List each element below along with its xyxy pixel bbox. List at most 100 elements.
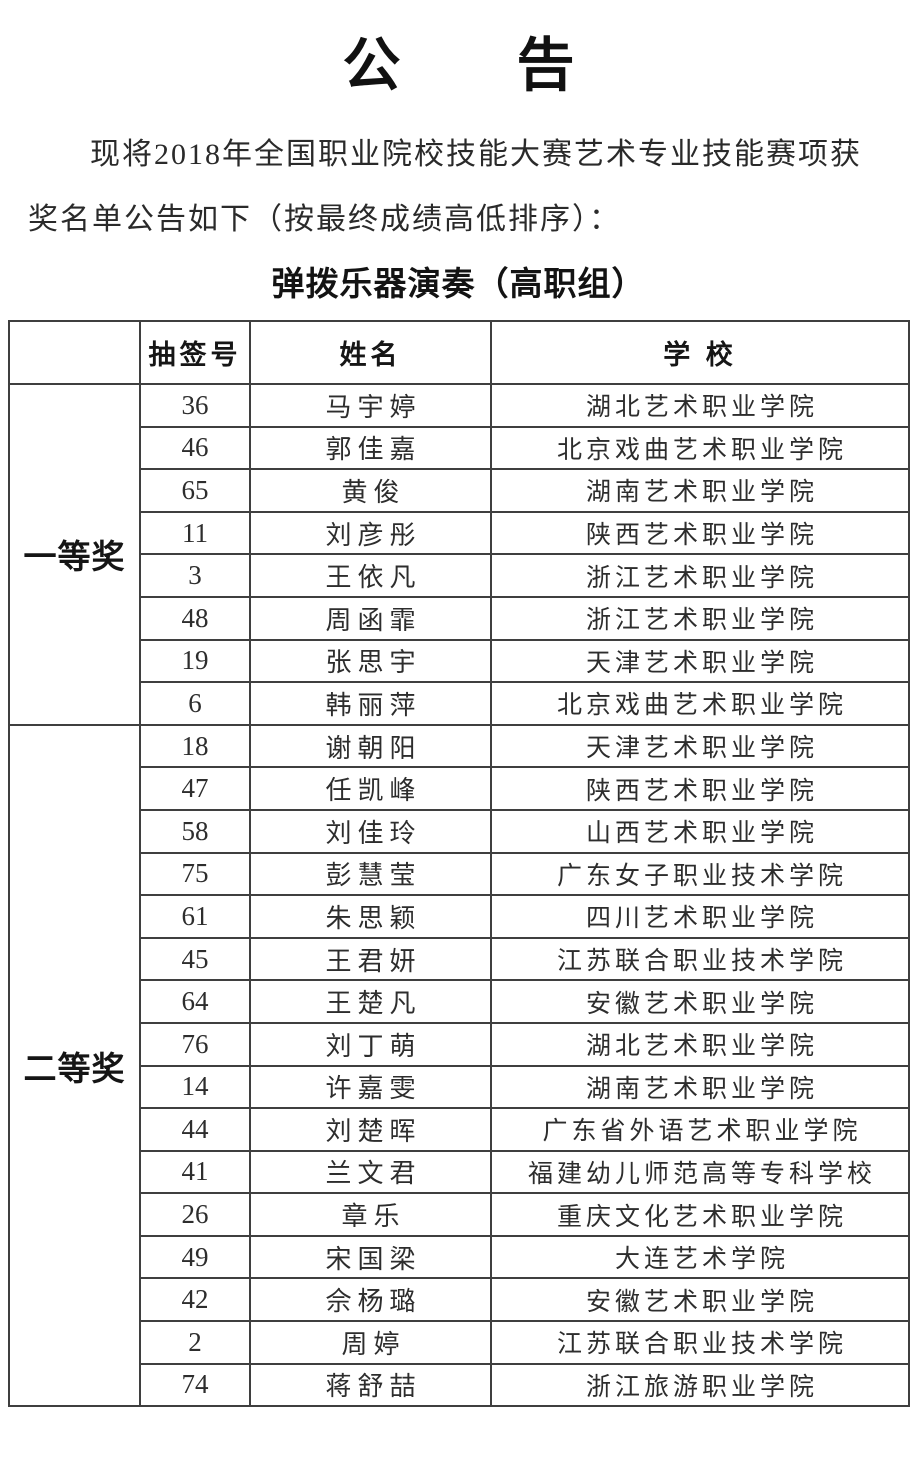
table-row: 46 郭佳嘉 北京戏曲艺术职业学院 bbox=[9, 425, 910, 471]
name-cell: 韩丽萍 bbox=[249, 681, 492, 726]
draw-number-cell: 11 bbox=[139, 510, 251, 556]
header-draw-number: 抽签号 bbox=[139, 320, 251, 385]
school-cell: 福建幼儿师范高等专科学校 bbox=[490, 1149, 910, 1195]
table-row: 42 佘杨璐 安徽艺术职业学院 bbox=[9, 1277, 910, 1323]
school-cell: 广东省外语艺术职业学院 bbox=[490, 1107, 910, 1152]
school-cell: 江苏联合职业技术学院 bbox=[490, 936, 910, 982]
name-cell: 宋国梁 bbox=[249, 1234, 492, 1280]
school-cell: 湖北艺术职业学院 bbox=[490, 383, 910, 428]
name-cell: 刘佳玲 bbox=[249, 808, 492, 854]
table-row: 11 刘彦彤 陕西艺术职业学院 bbox=[9, 510, 910, 556]
name-cell: 刘彦彤 bbox=[249, 510, 492, 556]
table-row: 6 韩丽萍 北京戏曲艺术职业学院 bbox=[9, 681, 910, 726]
draw-number-cell: 75 bbox=[139, 851, 251, 897]
school-cell: 北京戏曲艺术职业学院 bbox=[490, 425, 910, 471]
table-row: 47 任凯峰 陕西艺术职业学院 bbox=[9, 766, 910, 811]
draw-number-cell: 74 bbox=[139, 1362, 251, 1408]
table-body: 一等奖 36 马宇婷 湖北艺术职业学院 46 郭佳嘉 北京戏曲艺术职业学院 65 黄俊 湖南艺术职… bbox=[8, 383, 910, 1408]
awards-table: 抽签号 姓名 学 校 一等奖 36 马宇婷 湖北艺术职业学院 46 郭佳嘉 北京戏曲艺术职业… bbox=[8, 320, 910, 1408]
school-cell: 浙江艺术职业学院 bbox=[490, 553, 910, 598]
name-cell: 兰文君 bbox=[249, 1149, 492, 1195]
school-cell: 浙江艺术职业学院 bbox=[490, 595, 910, 641]
table-row: 44 刘楚晖 广东省外语艺术职业学院 bbox=[9, 1107, 910, 1152]
school-cell: 山西艺术职业学院 bbox=[490, 808, 910, 854]
table-row: 76 刘丁萌 湖北艺术职业学院 bbox=[9, 1021, 910, 1067]
school-cell: 陕西艺术职业学院 bbox=[490, 766, 910, 811]
table-row: 75 彭慧莹 广东女子职业技术学院 bbox=[9, 851, 910, 897]
school-cell: 广东女子职业技术学院 bbox=[490, 851, 910, 897]
draw-number-cell: 6 bbox=[139, 681, 251, 726]
draw-number-cell: 41 bbox=[139, 1149, 251, 1195]
school-cell: 天津艺术职业学院 bbox=[490, 638, 910, 684]
name-cell: 周婷 bbox=[249, 1320, 492, 1365]
table-row: 45 王君妍 江苏联合职业技术学院 bbox=[9, 936, 910, 982]
table-row: 41 兰文君 福建幼儿师范高等专科学校 bbox=[9, 1149, 910, 1195]
school-cell: 江苏联合职业技术学院 bbox=[490, 1320, 910, 1365]
name-cell: 王依凡 bbox=[249, 553, 492, 598]
draw-number-cell: 48 bbox=[139, 595, 251, 641]
name-cell: 章乐 bbox=[249, 1192, 492, 1237]
name-cell: 谢朝阳 bbox=[249, 723, 492, 769]
school-cell: 湖北艺术职业学院 bbox=[490, 1021, 910, 1067]
draw-number-cell: 58 bbox=[139, 808, 251, 854]
header-award-group bbox=[8, 320, 141, 385]
draw-number-cell: 45 bbox=[139, 936, 251, 982]
table-row: 26 章乐 重庆文化艺术职业学院 bbox=[9, 1192, 910, 1237]
section-title: 弹拨乐器演奏（高职组） bbox=[271, 265, 646, 302]
header-name: 姓名 bbox=[249, 320, 492, 385]
table-row: 65 黄俊 湖南艺术职业学院 bbox=[9, 468, 910, 513]
name-cell: 许嘉雯 bbox=[249, 1064, 492, 1110]
school-cell: 陕西艺术职业学院 bbox=[490, 510, 910, 556]
draw-number-cell: 76 bbox=[139, 1021, 251, 1067]
table-row: 49 宋国梁 大连艺术学院 bbox=[9, 1234, 910, 1280]
announcement-document: 公 告 现将2018年全国职业院校技能大赛艺术专业技能赛项获奖名单公告如下（按最… bbox=[0, 30, 917, 1408]
school-cell: 安徽艺术职业学院 bbox=[490, 979, 910, 1024]
table-row: 一等奖 36 马宇婷 湖北艺术职业学院 bbox=[8, 383, 910, 726]
school-cell: 北京戏曲艺术职业学院 bbox=[490, 681, 910, 726]
name-cell: 黄俊 bbox=[249, 468, 492, 513]
school-cell: 湖南艺术职业学院 bbox=[490, 468, 910, 513]
draw-number-cell: 44 bbox=[139, 1107, 251, 1152]
school-cell: 湖南艺术职业学院 bbox=[490, 1064, 910, 1110]
draw-number-cell: 46 bbox=[139, 425, 251, 471]
name-cell: 马宇婷 bbox=[249, 383, 492, 428]
page-title: 公 告 bbox=[342, 33, 575, 98]
award-group-label: 一等奖 bbox=[8, 383, 141, 726]
draw-number-cell: 42 bbox=[139, 1277, 251, 1323]
draw-number-cell: 26 bbox=[139, 1192, 251, 1237]
draw-number-cell: 49 bbox=[139, 1234, 251, 1280]
table-row: 61 朱思颖 四川艺术职业学院 bbox=[9, 894, 910, 939]
table-row: 2 周婷 江苏联合职业技术学院 bbox=[9, 1320, 910, 1365]
intro-paragraph: 现将2018年全国职业院校技能大赛艺术专业技能赛项获奖名单公告如下（按最终成绩高… bbox=[28, 138, 862, 236]
header-school: 学 校 bbox=[490, 320, 910, 385]
name-cell: 刘楚晖 bbox=[249, 1107, 492, 1152]
table-row: 48 周函霏 浙江艺术职业学院 bbox=[9, 595, 910, 641]
name-cell: 朱思颖 bbox=[249, 894, 492, 939]
school-cell: 天津艺术职业学院 bbox=[490, 723, 910, 769]
draw-number-cell: 47 bbox=[139, 766, 251, 811]
school-cell: 重庆文化艺术职业学院 bbox=[490, 1192, 910, 1237]
name-cell: 任凯峰 bbox=[249, 766, 492, 811]
draw-number-cell: 14 bbox=[139, 1064, 251, 1110]
school-cell: 安徽艺术职业学院 bbox=[490, 1277, 910, 1323]
award-group-label: 二等奖 bbox=[8, 723, 141, 1408]
draw-number-cell: 65 bbox=[139, 468, 251, 513]
name-cell: 佘杨璐 bbox=[249, 1277, 492, 1323]
name-cell: 刘丁萌 bbox=[249, 1021, 492, 1067]
table-row: 14 许嘉雯 湖南艺术职业学院 bbox=[9, 1064, 910, 1110]
draw-number-cell: 3 bbox=[139, 553, 251, 598]
table-row: 58 刘佳玲 山西艺术职业学院 bbox=[9, 808, 910, 854]
table-row: 64 王楚凡 安徽艺术职业学院 bbox=[9, 979, 910, 1024]
table-row: 19 张思宇 天津艺术职业学院 bbox=[9, 638, 910, 684]
draw-number-cell: 18 bbox=[139, 723, 251, 769]
name-cell: 彭慧莹 bbox=[249, 851, 492, 897]
school-cell: 四川艺术职业学院 bbox=[490, 894, 910, 939]
name-cell: 蒋舒喆 bbox=[249, 1362, 492, 1408]
table-header: 抽签号 姓名 学 校 bbox=[8, 320, 910, 385]
name-cell: 王楚凡 bbox=[249, 979, 492, 1024]
table-row: 3 王依凡 浙江艺术职业学院 bbox=[9, 553, 910, 598]
header-row: 抽签号 姓名 学 校 bbox=[8, 320, 910, 385]
name-cell: 张思宇 bbox=[249, 638, 492, 684]
name-cell: 王君妍 bbox=[249, 936, 492, 982]
draw-number-cell: 36 bbox=[139, 383, 251, 428]
